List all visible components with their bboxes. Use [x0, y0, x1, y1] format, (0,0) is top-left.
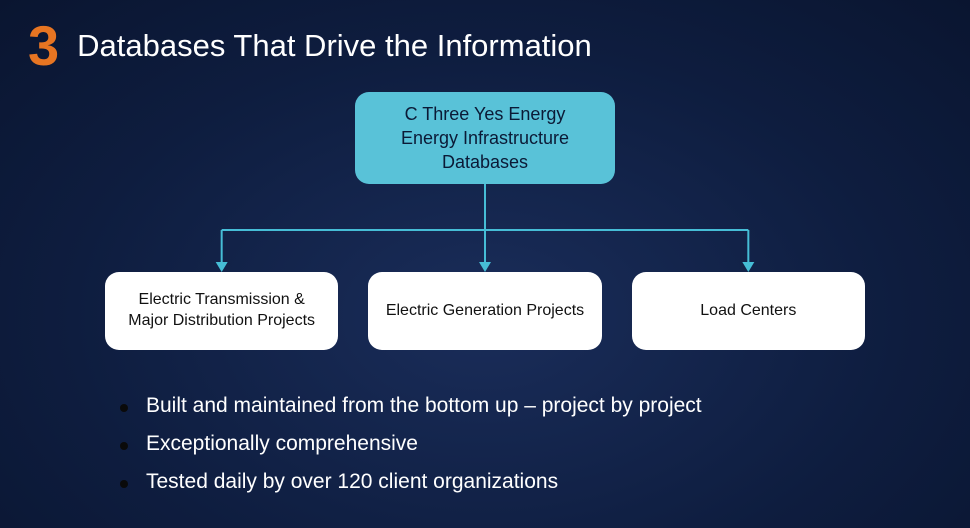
tree-root-node: C Three Yes Energy Energy Infrastructure… — [355, 92, 615, 184]
bullet-item: Tested daily by over 120 client organiza… — [120, 470, 970, 494]
tree-child-row: Electric Transmission & Major Distributi… — [105, 272, 865, 350]
slide-header: 3 Databases That Drive the Information — [0, 0, 970, 74]
tree-child-node: Load Centers — [632, 272, 865, 350]
header-title: Databases That Drive the Information — [77, 28, 592, 64]
tree-child-node: Electric Transmission & Major Distributi… — [105, 272, 338, 350]
bullet-item: Built and maintained from the bottom up … — [120, 394, 970, 418]
header-number: 3 — [28, 18, 59, 74]
tree-diagram: C Three Yes Energy Energy Infrastructure… — [105, 92, 865, 372]
bullet-item: Exceptionally comprehensive — [120, 432, 970, 456]
tree-child-node: Electric Generation Projects — [368, 272, 601, 350]
bullet-list: Built and maintained from the bottom up … — [120, 394, 970, 494]
